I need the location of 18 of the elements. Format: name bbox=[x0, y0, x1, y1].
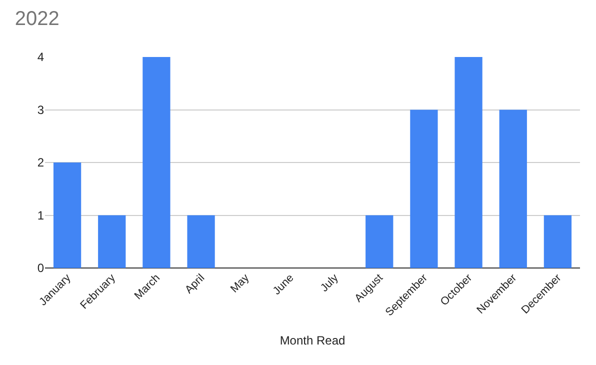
bar bbox=[366, 215, 394, 268]
bar bbox=[142, 57, 170, 268]
x-axis-title: Month Read bbox=[280, 333, 346, 348]
y-tick-label: 3 bbox=[37, 102, 44, 117]
chart-title: 2022 bbox=[14, 8, 60, 30]
x-tick-label: July bbox=[318, 272, 342, 294]
x-tick-label: May bbox=[228, 272, 252, 296]
bar bbox=[499, 110, 527, 268]
y-tick-label: 0 bbox=[37, 261, 44, 276]
bar bbox=[410, 110, 438, 268]
y-tick-label: 1 bbox=[37, 208, 44, 222]
y-tick-label: 2 bbox=[37, 156, 44, 170]
bar bbox=[454, 57, 482, 268]
y-tick-label: 4 bbox=[37, 50, 44, 64]
bar bbox=[187, 215, 215, 268]
bar bbox=[544, 215, 572, 268]
bar bbox=[98, 215, 126, 268]
bar bbox=[53, 162, 82, 268]
